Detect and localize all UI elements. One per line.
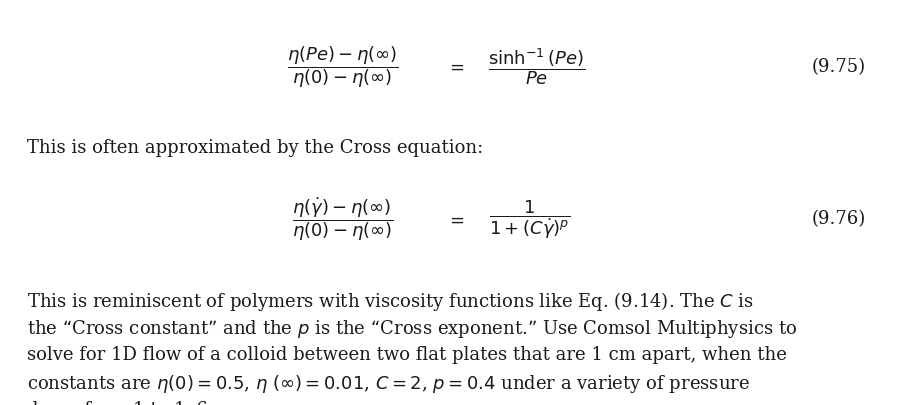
Text: $\dfrac{\sinh^{-1}(Pe)}{Pe}$: $\dfrac{\sinh^{-1}(Pe)}{Pe}$: [488, 47, 585, 87]
Text: $\dfrac{1}{1 + (C\dot{\gamma})^{p}}$: $\dfrac{1}{1 + (C\dot{\gamma})^{p}}$: [489, 197, 570, 240]
Text: (9.76): (9.76): [812, 210, 866, 228]
Text: $\dfrac{\eta(Pe) - \eta(\infty)}{\eta(0) - \eta(\infty)}$: $\dfrac{\eta(Pe) - \eta(\infty)}{\eta(0)…: [287, 44, 399, 90]
Text: solve for 1D flow of a colloid between two flat plates that are 1 cm apart, when: solve for 1D flow of a colloid between t…: [27, 345, 787, 362]
Text: This is often approximated by the Cross equation:: This is often approximated by the Cross …: [27, 139, 483, 157]
Text: the “Cross constant” and the $p$ is the “Cross exponent.” Use Comsol Multiphysic: the “Cross constant” and the $p$ is the …: [27, 317, 797, 339]
Text: (9.75): (9.75): [812, 58, 866, 76]
Text: $\dfrac{\eta(\dot{\gamma}) - \eta(\infty)}{\eta(0) - \eta(\infty)}$: $\dfrac{\eta(\dot{\gamma}) - \eta(\infty…: [292, 195, 393, 243]
Text: drops from 1 to 1e6.: drops from 1 to 1e6.: [27, 400, 214, 405]
Text: constants are $\eta(0) = 0.5$, $\eta$ $(\infty) = 0.01$, $C = 2$, $p = 0.4$ unde: constants are $\eta(0) = 0.5$, $\eta$ $(…: [27, 372, 750, 394]
Text: $=$: $=$: [446, 210, 465, 228]
Text: $=$: $=$: [446, 58, 465, 76]
Text: This is reminiscent of polymers with viscosity functions like Eq. (9.14). The $C: This is reminiscent of polymers with vis…: [27, 290, 754, 313]
